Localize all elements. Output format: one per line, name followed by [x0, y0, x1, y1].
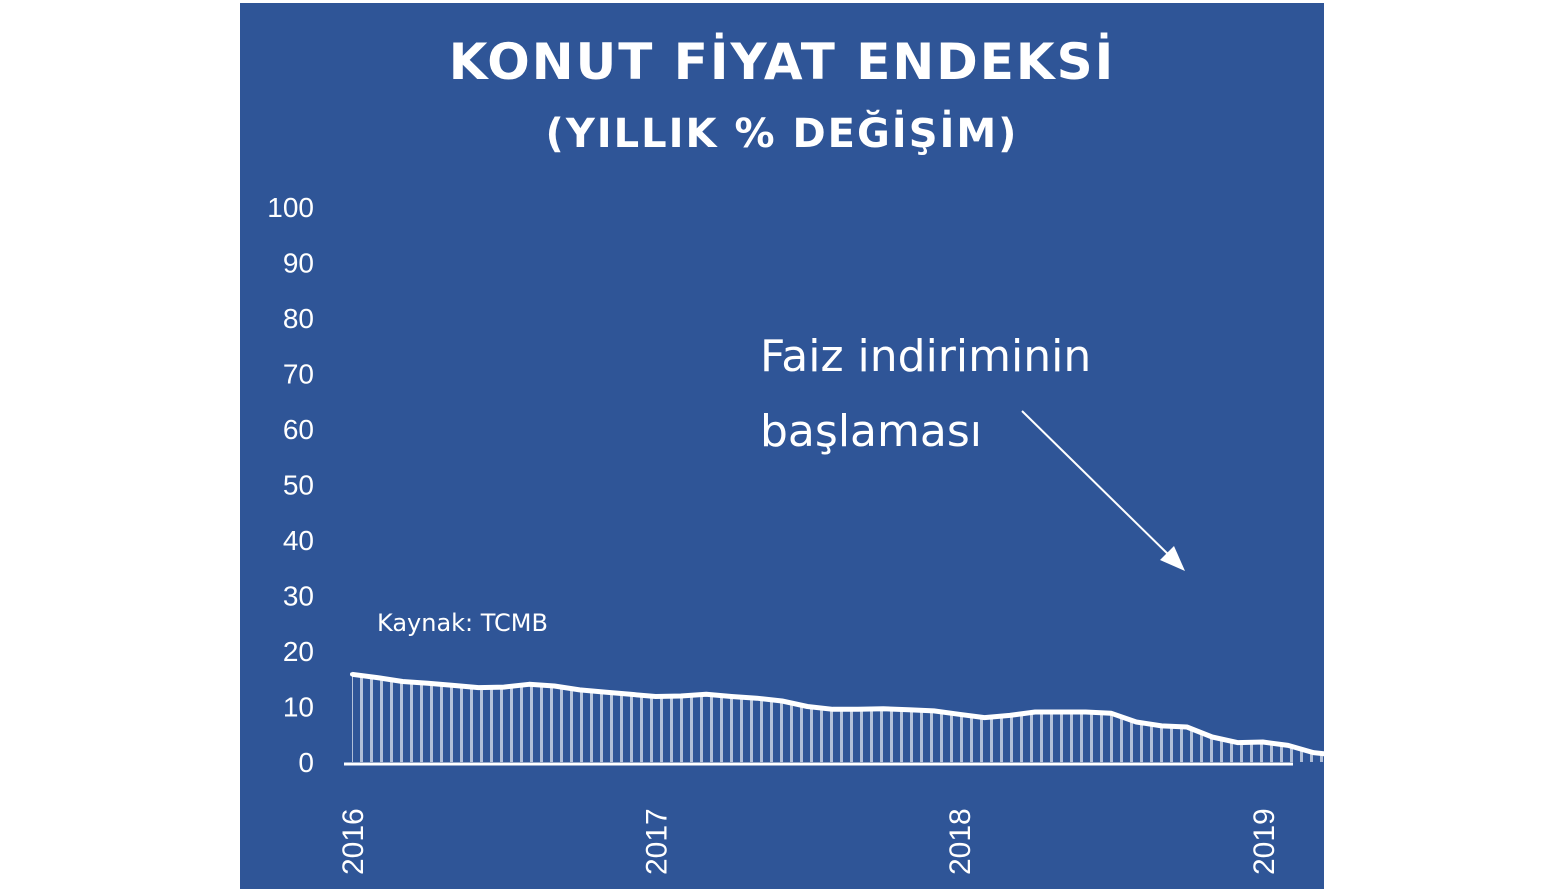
x-tick-label: 2018: [944, 808, 977, 875]
data-point: [881, 706, 886, 711]
data-point: [729, 694, 734, 699]
x-tick-label: 2016: [337, 808, 370, 875]
data-point: [400, 679, 405, 684]
data-point: [1210, 735, 1215, 740]
data-point: [957, 712, 962, 717]
y-tick-label: 30: [283, 581, 314, 612]
data-point: [856, 707, 860, 712]
data-point: [451, 683, 456, 688]
y-tick-label: 100: [267, 192, 314, 223]
series-line: [351, 671, 1324, 757]
data-point: [1260, 740, 1265, 745]
y-tick-label: 50: [283, 470, 314, 501]
y-tick-label: 60: [283, 414, 314, 445]
data-point: [375, 675, 380, 680]
data-point: [552, 683, 557, 688]
annotation-arrow: [1021, 410, 1176, 562]
data-point: [678, 693, 683, 698]
annotation-arrowhead: [1160, 546, 1185, 571]
data-point: [425, 681, 430, 686]
x-axis-ticks: 2016201720182019202020212022: [337, 808, 1281, 875]
data-point: [1109, 711, 1113, 716]
data-point: [1007, 713, 1012, 718]
annotation-line-2: başlaması: [760, 406, 982, 457]
y-tick-label: 0: [298, 747, 314, 778]
y-tick-label: 70: [283, 359, 314, 390]
data-point: [501, 685, 506, 690]
y-tick-label: 40: [283, 525, 314, 556]
data-point: [350, 672, 354, 677]
data-point: [906, 707, 911, 712]
data-point: [754, 696, 759, 701]
data-point: [1033, 710, 1038, 715]
data-point: [1159, 723, 1164, 728]
data-point: [704, 692, 709, 697]
data-point: [1311, 750, 1316, 755]
data-point: [1235, 740, 1240, 745]
chart-title: KONUT FİYAT ENDEKSİ: [448, 33, 1116, 91]
data-point: [628, 692, 633, 697]
series-points: [350, 672, 1316, 755]
data-point: [1058, 710, 1063, 715]
data-point: [830, 707, 835, 712]
series-area: [352, 674, 1324, 762]
data-point: [931, 708, 936, 713]
data-point: [1083, 710, 1088, 715]
y-tick-label: 90: [283, 248, 314, 279]
y-tick-label: 20: [283, 636, 314, 667]
y-axis-ticks: 0 10 20 30 40 50 60 70 80 90 100: [267, 192, 314, 778]
data-point: [577, 687, 582, 692]
source-note: Kaynak: TCMB: [377, 609, 548, 637]
data-point: [982, 715, 987, 720]
data-point: [653, 694, 658, 699]
data-point: [1184, 725, 1189, 730]
y-tick-label: 10: [283, 692, 314, 723]
data-point: [1286, 743, 1291, 748]
annotation-line-1: Faiz indiriminin: [760, 331, 1091, 382]
data-point: [780, 698, 785, 703]
chart-subtitle: (YILLIK % DEĞİŞİM): [545, 111, 1019, 157]
y-tick-label: 80: [283, 303, 314, 334]
data-point: [1134, 720, 1139, 725]
data-point: [476, 685, 481, 690]
data-point: [527, 682, 532, 687]
chart-panel: KONUT FİYAT ENDEKSİ (YILLIK % DEĞİŞİM) 0…: [240, 3, 1324, 889]
data-point: [603, 690, 607, 695]
data-point: [805, 704, 810, 709]
chart-plot: 0 10 20 30 40 50 60 70 80 90 100 2016 2017 2018 2019 2…: [267, 192, 1324, 875]
x-tick-label: 2019: [1248, 808, 1281, 875]
x-tick-label: 2017: [641, 808, 674, 875]
